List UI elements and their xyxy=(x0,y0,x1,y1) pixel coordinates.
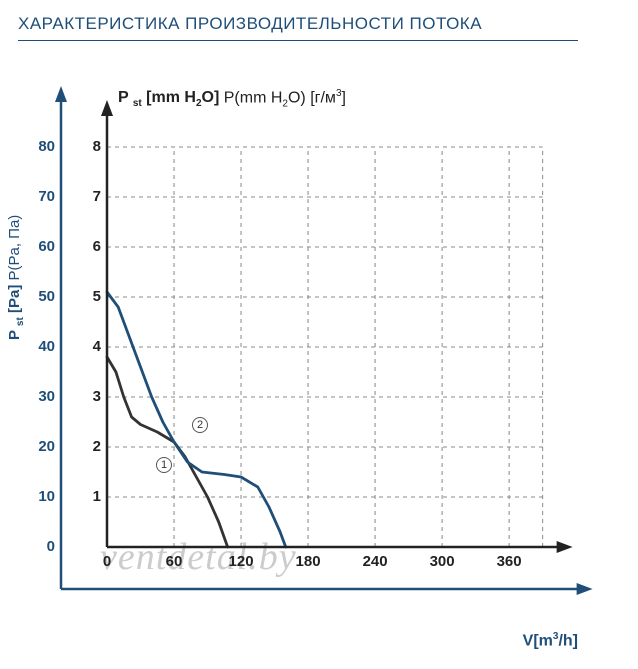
y-tick-pa: 80 xyxy=(25,138,55,155)
x-tick: 240 xyxy=(358,553,392,570)
y-tick-mm: 6 xyxy=(83,238,101,255)
x-tick: 120 xyxy=(224,553,258,570)
x-tick: 0 xyxy=(90,553,124,570)
y-tick-pa: 50 xyxy=(25,288,55,305)
chart-title: ХАРАКТЕРИСТИКА ПРОИЗВОДИТЕЛЬНОСТИ ПОТОКА xyxy=(0,0,638,34)
y-tick-mm: 8 xyxy=(83,138,101,155)
y-tick-pa: 70 xyxy=(25,188,55,205)
x-tick: 360 xyxy=(492,553,526,570)
chart-area: P st [Pa] P(Pa, Па) P st [mm H2O] P(mm H… xyxy=(0,55,638,655)
curve-1-label: 1 xyxy=(156,457,172,473)
y-tick-mm: 2 xyxy=(83,438,101,455)
y-tick-mm: 7 xyxy=(83,188,101,205)
curve-2-label: 2 xyxy=(192,417,208,433)
y-tick-pa: 10 xyxy=(25,488,55,505)
y-tick-mm: 5 xyxy=(83,288,101,305)
curve-1 xyxy=(107,357,228,547)
x-tick: 180 xyxy=(291,553,325,570)
y-tick-mm: 4 xyxy=(83,338,101,355)
y-tick-mm: 1 xyxy=(83,488,101,505)
y-tick-pa: 60 xyxy=(25,238,55,255)
title-underline xyxy=(18,40,578,41)
y-tick-pa: 0 xyxy=(25,538,55,555)
y-tick-mm: 3 xyxy=(83,388,101,405)
x-tick: 60 xyxy=(157,553,191,570)
y-tick-pa: 40 xyxy=(25,338,55,355)
y-tick-pa: 30 xyxy=(25,388,55,405)
x-tick: 300 xyxy=(425,553,459,570)
y-tick-pa: 20 xyxy=(25,438,55,455)
